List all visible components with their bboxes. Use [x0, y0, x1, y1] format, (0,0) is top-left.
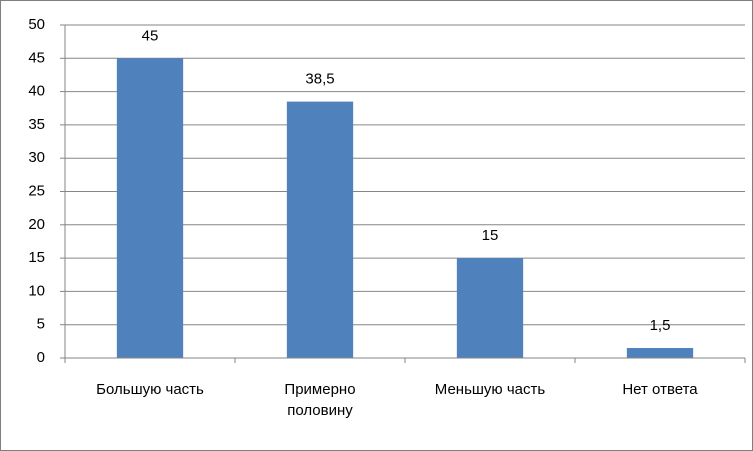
y-tick-label: 45 [28, 49, 45, 66]
bar [116, 58, 184, 359]
y-tick-label: 50 [28, 16, 45, 33]
x-tick-label: Примерно половину [284, 381, 356, 419]
bar [626, 348, 694, 358]
y-tick-label: 0 [37, 349, 45, 366]
x-tick-label: Нет ответа [622, 381, 698, 398]
value-label: 1,5 [650, 317, 671, 334]
value-label: 15 [482, 227, 499, 244]
y-tick-label: 5 [37, 316, 45, 333]
value-label: 45 [142, 27, 159, 44]
y-tick-label: 35 [28, 116, 45, 133]
x-tick-label: Меньшую часть [434, 381, 546, 398]
value-label: 38,5 [305, 71, 334, 88]
y-tick-label: 30 [28, 149, 45, 166]
y-tick-label: 10 [28, 282, 45, 299]
y-tick-label: 40 [28, 83, 45, 100]
bar [456, 258, 524, 358]
y-tick-label: 20 [28, 216, 45, 233]
bar [286, 101, 354, 358]
y-tick-label: 25 [28, 182, 45, 199]
y-tick-label: 15 [28, 249, 45, 266]
x-tick-label: Большую часть [96, 381, 204, 398]
